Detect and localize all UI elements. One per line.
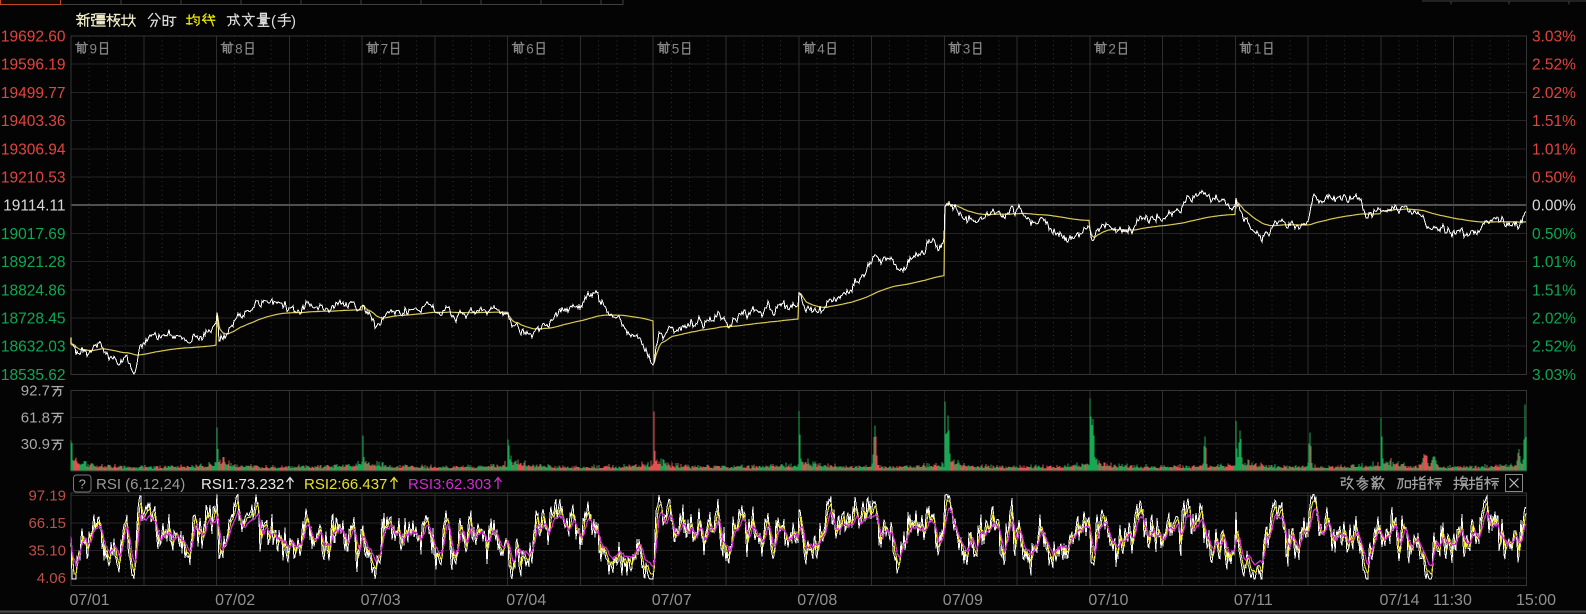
svg-text:19499.77: 19499.77 (1, 85, 66, 102)
svg-text:19403.36: 19403.36 (1, 113, 66, 130)
svg-text:4: 4 (817, 42, 825, 57)
svg-text:07/01: 07/01 (70, 592, 110, 609)
svg-text:18921.28: 18921.28 (1, 254, 66, 271)
svg-text:18728.45: 18728.45 (1, 311, 66, 328)
svg-text:4.06: 4.06 (37, 570, 66, 587)
svg-text:18824.86: 18824.86 (1, 282, 66, 299)
svg-text:2.52%: 2.52% (1532, 339, 1576, 356)
svg-text:07/09: 07/09 (943, 592, 983, 609)
svg-text:61.8: 61.8 (21, 409, 50, 426)
svg-text:1.01%: 1.01% (1532, 254, 1576, 271)
svg-text:5: 5 (672, 42, 680, 57)
svg-text:19596.19: 19596.19 (1, 57, 66, 74)
svg-text:0.00%: 0.00% (1532, 198, 1576, 215)
svg-text:): ) (291, 13, 296, 30)
svg-text:07/11: 07/11 (1234, 592, 1273, 609)
svg-text:8: 8 (235, 42, 243, 57)
svg-text:9: 9 (90, 42, 98, 57)
svg-text:15:00: 15:00 (1516, 592, 1556, 609)
svg-text:RSI1:73.232: RSI1:73.232 (201, 476, 284, 493)
svg-text:97.19: 97.19 (28, 487, 66, 504)
svg-text:RSI (6,12,24): RSI (6,12,24) (96, 476, 185, 493)
svg-text:92.7: 92.7 (21, 383, 50, 400)
svg-text:1: 1 (1254, 42, 1262, 57)
svg-text:0.50%: 0.50% (1532, 170, 1576, 187)
svg-text:19692.60: 19692.60 (1, 29, 66, 46)
svg-text:35.10: 35.10 (28, 543, 66, 560)
svg-text:19017.69: 19017.69 (1, 226, 66, 243)
svg-text:07/14: 07/14 (1380, 592, 1420, 609)
svg-text:07/10: 07/10 (1088, 592, 1128, 609)
svg-text:6: 6 (526, 42, 534, 57)
svg-text:3: 3 (963, 42, 971, 57)
svg-text:?: ? (79, 477, 86, 492)
svg-text:2.02%: 2.02% (1532, 85, 1576, 102)
svg-text:30.9: 30.9 (21, 436, 50, 453)
svg-text:66.15: 66.15 (28, 515, 66, 532)
svg-text:1.51%: 1.51% (1532, 113, 1576, 130)
svg-text:11:30: 11:30 (1433, 592, 1472, 609)
svg-text:2: 2 (1108, 42, 1116, 57)
svg-text:19114.11: 19114.11 (3, 198, 65, 215)
svg-text:07/07: 07/07 (652, 592, 692, 609)
svg-text:3.03%: 3.03% (1532, 367, 1576, 384)
svg-text:1.01%: 1.01% (1532, 141, 1576, 158)
svg-text:(: ( (271, 13, 276, 30)
svg-text:2.52%: 2.52% (1532, 57, 1576, 74)
svg-text:19306.94: 19306.94 (1, 141, 66, 158)
svg-text:07/02: 07/02 (215, 592, 255, 609)
svg-text:18535.62: 18535.62 (1, 367, 66, 384)
svg-text:2.02%: 2.02% (1532, 311, 1576, 328)
svg-text:07/04: 07/04 (506, 592, 546, 609)
svg-text:07/03: 07/03 (361, 592, 401, 609)
svg-text:1.51%: 1.51% (1532, 282, 1576, 299)
svg-text:RSI3:62.303: RSI3:62.303 (408, 476, 491, 493)
svg-text:0.50%: 0.50% (1532, 226, 1576, 243)
svg-text:07/08: 07/08 (797, 592, 837, 609)
svg-text:19210.53: 19210.53 (1, 170, 66, 187)
svg-text:3.03%: 3.03% (1532, 29, 1576, 46)
svg-text:7: 7 (381, 42, 389, 57)
svg-text:RSI2:66.437: RSI2:66.437 (304, 476, 387, 493)
svg-text:18632.03: 18632.03 (1, 339, 66, 356)
